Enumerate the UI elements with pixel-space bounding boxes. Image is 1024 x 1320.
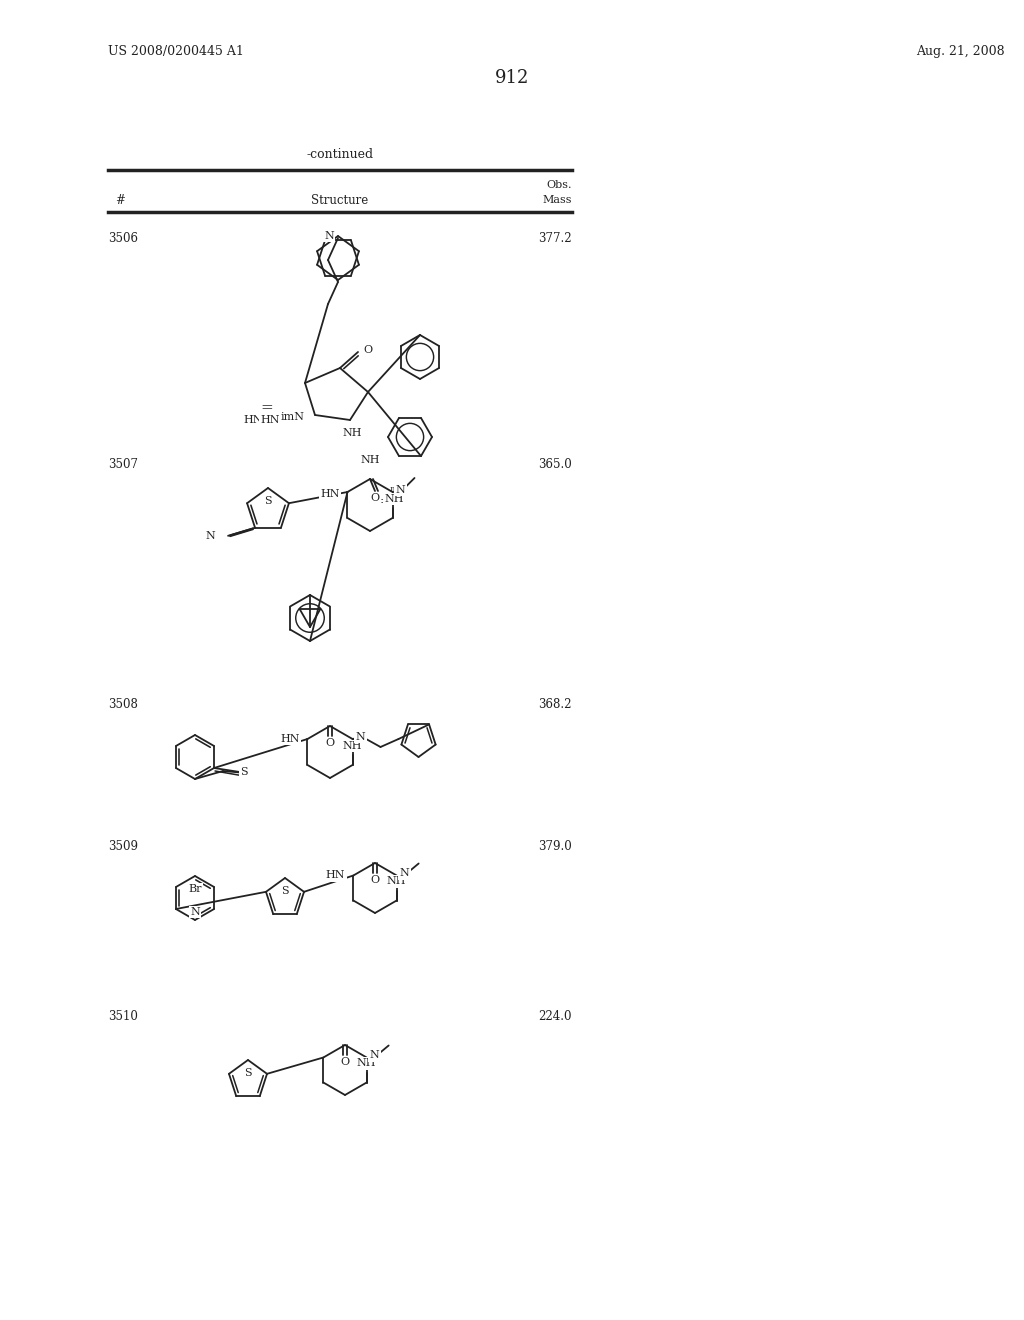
Text: Aug. 21, 2008: Aug. 21, 2008: [916, 45, 1005, 58]
Text: #: #: [115, 194, 125, 206]
Text: =: =: [261, 401, 273, 414]
Text: NH: NH: [357, 1059, 377, 1068]
Text: HN: HN: [326, 870, 345, 880]
Text: O: O: [371, 875, 380, 884]
Text: US 2008/0200445 A1: US 2008/0200445 A1: [108, 45, 244, 58]
Text: 912: 912: [495, 69, 529, 87]
Text: 3507: 3507: [108, 458, 138, 471]
Text: =: =: [379, 495, 390, 508]
Text: HN: HN: [244, 414, 263, 425]
Text: NH: NH: [387, 876, 407, 887]
Text: S: S: [264, 496, 271, 506]
Text: N: N: [370, 1051, 380, 1060]
Text: Obs.: Obs.: [547, 180, 572, 190]
Text: NH: NH: [360, 455, 380, 465]
Text: O: O: [340, 1057, 349, 1067]
Text: N: N: [355, 733, 366, 742]
Text: HN: HN: [319, 488, 340, 499]
Text: 3509: 3509: [108, 840, 138, 853]
Text: NH: NH: [342, 428, 361, 438]
Text: HN: HN: [280, 734, 299, 744]
Text: =: =: [261, 400, 272, 414]
Text: Structure: Structure: [311, 194, 369, 206]
Text: 365.0: 365.0: [539, 458, 572, 471]
Text: 3510: 3510: [108, 1010, 138, 1023]
Text: Br: Br: [188, 884, 202, 894]
Text: N: N: [325, 231, 334, 242]
Text: S: S: [244, 1068, 252, 1078]
Text: 368.2: 368.2: [539, 698, 572, 711]
Text: N: N: [190, 907, 200, 917]
Text: 3506: 3506: [108, 232, 138, 246]
Text: S: S: [282, 886, 289, 896]
Text: S: S: [241, 767, 248, 777]
Text: 379.0: 379.0: [539, 840, 572, 853]
Text: O: O: [371, 492, 380, 503]
Text: NH: NH: [343, 741, 362, 751]
Text: N: N: [399, 869, 410, 879]
Text: -continued: -continued: [306, 149, 374, 161]
Text: 3508: 3508: [108, 698, 138, 711]
Text: O: O: [362, 345, 372, 355]
Text: 377.2: 377.2: [539, 232, 572, 246]
Text: HN: HN: [260, 414, 280, 425]
Text: NH: NH: [385, 494, 404, 504]
Text: 224.0: 224.0: [539, 1010, 572, 1023]
Text: Mass: Mass: [543, 195, 572, 205]
Text: N: N: [395, 484, 406, 495]
Text: IH: IH: [389, 486, 400, 494]
Text: imN: imN: [281, 412, 305, 422]
Text: O: O: [326, 738, 335, 748]
Text: N: N: [206, 531, 215, 541]
